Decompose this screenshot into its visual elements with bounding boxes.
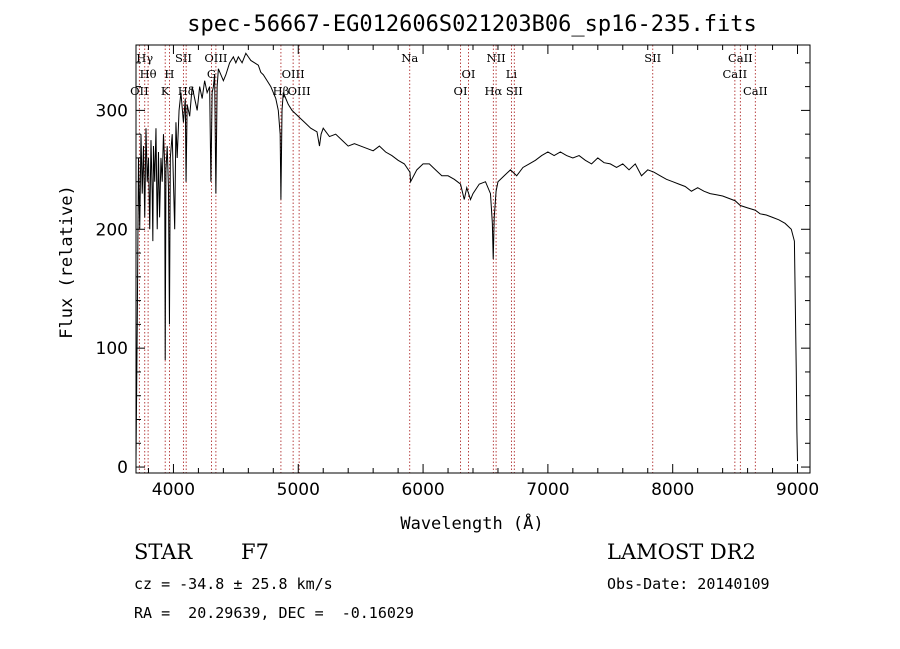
marker-label: OIII [204,51,227,65]
axis-ticks: 4000 5000 6000 7000 8000 9000 0 100 200 300 [96,45,819,500]
redshift-cz: cz = -34.8 ± 25.8 km/s [134,575,333,593]
marker-label: OIII [288,84,311,98]
marker-label: SII [644,51,661,65]
chart-title: spec-56667-EG012606S021203B06_sp16-235.f… [187,12,757,37]
marker-label: K [161,84,170,98]
plot-frame [135,44,811,474]
marker-label: Li [506,67,518,81]
spectral-line-markers: Hγ SII OIII Na NII SII CaII Hθ H G OIII OI Li CaII OII… [130,45,768,473]
marker-label: SII [506,84,523,98]
marker-label: SII [175,51,192,65]
marker-label: CaII [728,51,753,65]
observation-date: Obs-Date: 20140109 [607,575,770,593]
spectrum-line [135,52,799,462]
coordinates: RA = 20.29639, DEC = -0.16029 [134,604,414,622]
marker-label: Hγ [136,51,153,65]
y-tick-label: 100 [96,339,128,359]
y-tick-label: 0 [117,458,128,478]
marker-label: Hβ [273,84,290,98]
marker-label: H [164,67,174,81]
marker-label: Hθ [140,67,157,81]
marker-label: Na [401,51,418,65]
x-tick-label: 5000 [277,480,320,500]
marker-label: OI [454,84,468,98]
marker-label: CaII [743,84,768,98]
x-tick-label: 4000 [152,480,195,500]
spectral-subclass: F7 [241,540,269,564]
marker-label: Hδ [178,84,195,98]
marker-label: NII [487,51,506,65]
marker-label: G [207,67,216,81]
x-tick-label: 7000 [526,480,569,500]
marker-label: OIII [282,67,305,81]
y-axis-label: Flux (relative) [57,185,77,339]
x-tick-label: 8000 [651,480,694,500]
marker-label: Hα [484,84,502,98]
y-tick-label: 200 [96,220,128,240]
x-tick-label: 9000 [776,480,819,500]
y-tick-label: 300 [96,101,128,121]
x-tick-label: 6000 [401,480,444,500]
x-axis-label: Wavelength (Å) [400,512,543,534]
marker-label: OII [130,84,149,98]
marker-label: CaII [722,67,747,81]
marker-label: OI [462,67,476,81]
object-type: STAR [134,540,193,564]
survey-name: LAMOST DR2 [607,540,756,564]
